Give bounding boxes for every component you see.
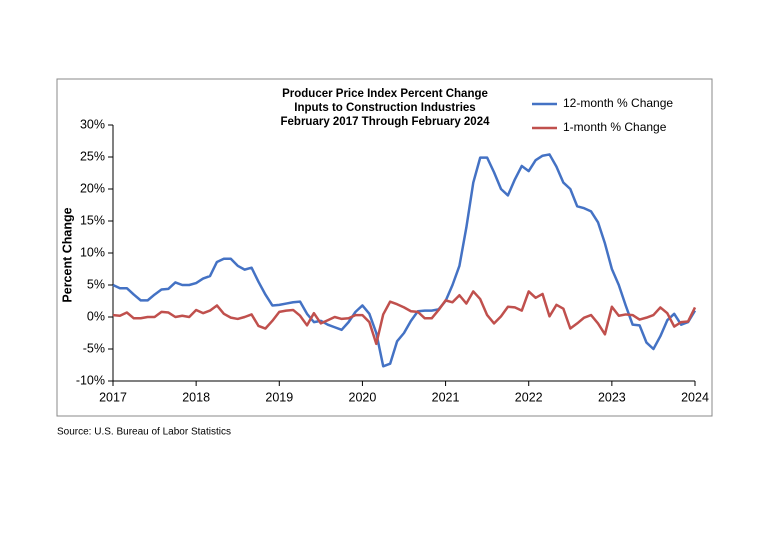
y-axis-title: Percent Change (60, 207, 74, 302)
x-tick-label: 2023 (598, 390, 626, 404)
y-tick-label: -10% (76, 373, 105, 387)
chart-title: Producer Price Index Percent Change (282, 88, 488, 100)
x-tick-label: 2020 (349, 390, 377, 404)
y-tick-label: 20% (80, 181, 105, 195)
chart-title: Inputs to Construction Industries (294, 102, 475, 114)
chart-frame (56, 78, 713, 417)
series-line (112, 290, 697, 346)
y-tick-label: 0% (87, 309, 105, 323)
y-tick-label: -5% (83, 341, 105, 355)
x-tick-label: 2017 (99, 390, 127, 404)
x-tick-label: 2018 (182, 390, 210, 404)
y-tick-label: 25% (80, 149, 105, 163)
source-note: Source: U.S. Bureau of Labor Statistics (57, 427, 231, 438)
legend-label: 1-month % Change (563, 120, 667, 134)
x-tick-label: 2024 (681, 390, 709, 404)
y-tick-label: 10% (80, 245, 105, 259)
x-tick-label: 2021 (432, 390, 460, 404)
series-line (112, 153, 697, 368)
y-tick-label: 15% (80, 213, 105, 227)
x-tick-label: 2019 (265, 390, 293, 404)
y-tick-label: 5% (87, 277, 105, 291)
legend-label: 12-month % Change (563, 96, 673, 110)
chart-title: February 2017 Through February 2024 (281, 116, 491, 128)
y-tick-label: 30% (80, 117, 105, 131)
x-tick-label: 2022 (515, 390, 543, 404)
